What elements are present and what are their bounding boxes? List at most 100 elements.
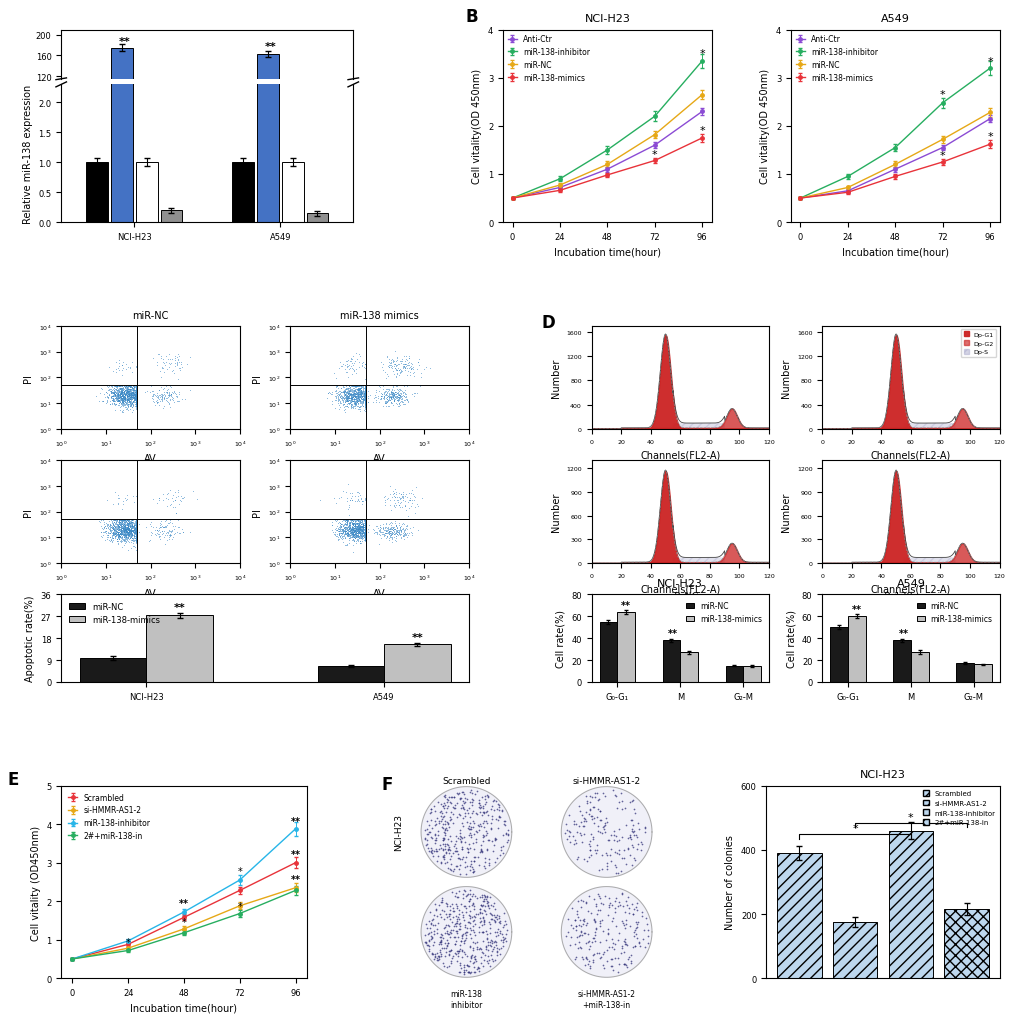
Point — [162, 392, 178, 409]
Point — [352, 527, 368, 543]
Point — [354, 355, 370, 371]
Point — [125, 380, 142, 396]
Point — [116, 391, 132, 408]
Point — [121, 515, 138, 531]
Point — [128, 520, 145, 536]
Point — [105, 527, 121, 543]
Point — [454, 810, 471, 826]
Point — [151, 493, 167, 510]
Point — [127, 385, 144, 401]
Point — [466, 841, 482, 857]
Point — [120, 513, 137, 529]
Point — [112, 519, 128, 535]
Point — [355, 354, 371, 370]
Point — [471, 857, 487, 873]
Point — [104, 534, 120, 550]
Point — [128, 535, 145, 551]
Point — [125, 384, 142, 400]
Point — [603, 897, 620, 913]
Point — [122, 393, 139, 410]
Point — [112, 526, 128, 542]
Point — [348, 519, 365, 535]
Point — [125, 520, 142, 536]
Point — [354, 527, 370, 543]
Point — [353, 388, 369, 405]
Point — [355, 521, 371, 537]
Point — [391, 491, 408, 507]
Point — [106, 389, 122, 406]
Point — [120, 522, 137, 538]
Point — [128, 385, 145, 401]
Point — [115, 380, 131, 396]
Point — [116, 396, 132, 413]
Point — [128, 524, 145, 540]
Point — [155, 391, 171, 408]
Point — [404, 526, 420, 542]
Point — [144, 526, 160, 542]
Point — [589, 809, 605, 825]
Point — [448, 795, 465, 811]
Point — [128, 398, 145, 415]
Point — [343, 492, 360, 508]
Point — [384, 522, 400, 538]
Point — [117, 399, 133, 416]
Point — [400, 485, 417, 501]
Point — [117, 524, 133, 540]
Point — [329, 378, 345, 394]
Point — [382, 356, 398, 372]
Point — [357, 382, 373, 398]
Point — [355, 519, 371, 535]
Point — [453, 841, 470, 857]
Point — [396, 392, 413, 409]
Point — [161, 528, 177, 544]
Point — [97, 533, 113, 549]
Point — [119, 392, 136, 409]
Point — [345, 389, 362, 406]
Point — [340, 527, 357, 543]
Point — [348, 387, 365, 404]
Point — [121, 524, 138, 540]
Point — [170, 513, 186, 529]
Point — [452, 933, 469, 950]
Point — [106, 393, 122, 410]
Point — [474, 826, 490, 843]
Point — [462, 886, 478, 902]
Point — [357, 523, 373, 539]
Point — [567, 833, 583, 849]
Point — [383, 387, 399, 404]
Point — [357, 386, 373, 403]
Point — [111, 527, 127, 543]
Point — [115, 355, 131, 371]
X-axis label: Incubation time(hour): Incubation time(hour) — [553, 248, 660, 257]
Point — [377, 525, 393, 541]
Point — [113, 391, 129, 408]
Point — [482, 916, 498, 932]
Point — [370, 521, 386, 537]
Point — [438, 794, 454, 810]
Point — [452, 834, 469, 850]
Point — [378, 395, 394, 412]
Point — [143, 515, 159, 531]
Point — [403, 495, 419, 512]
Point — [127, 523, 144, 539]
Point — [331, 522, 347, 538]
Point — [479, 948, 495, 964]
Point — [344, 525, 361, 541]
Point — [128, 523, 145, 539]
Point — [357, 391, 373, 408]
Point — [123, 515, 140, 531]
Point — [124, 387, 141, 404]
Point — [104, 395, 120, 412]
Point — [109, 392, 125, 409]
Point — [102, 520, 118, 536]
Point — [357, 392, 373, 409]
Point — [426, 948, 442, 964]
Point — [475, 909, 491, 925]
Point — [463, 853, 479, 869]
Point — [394, 526, 411, 542]
Point — [343, 524, 360, 540]
Point — [120, 394, 137, 411]
Point — [357, 525, 373, 541]
Point — [621, 950, 637, 966]
Point — [178, 357, 195, 373]
